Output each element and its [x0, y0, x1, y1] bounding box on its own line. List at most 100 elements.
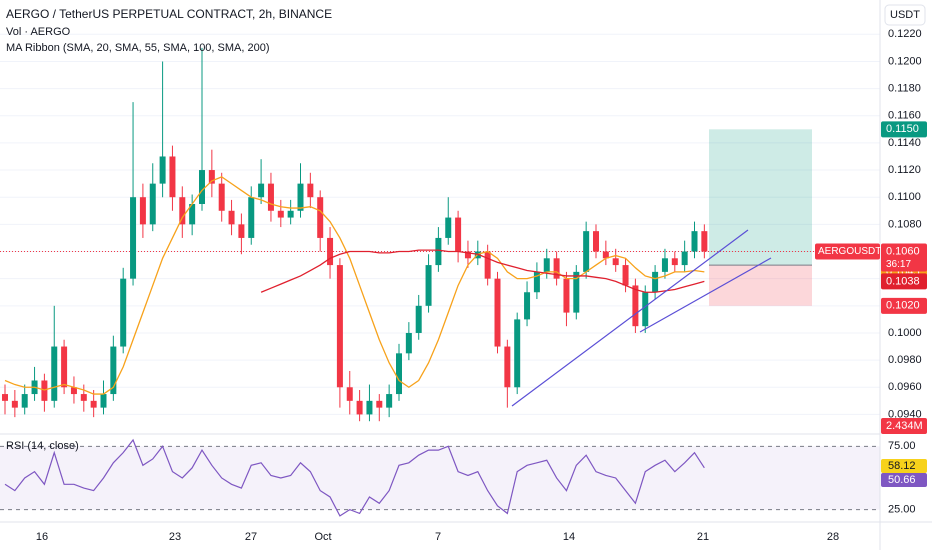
volume-badge — [881, 418, 927, 434]
x-tick-label: 23 — [169, 531, 181, 543]
x-tick-label: Oct — [314, 531, 331, 543]
candle-body — [159, 156, 166, 184]
symbol-badge — [815, 243, 880, 260]
target-zone — [709, 129, 812, 266]
y-tick-label: 0.1100 — [888, 191, 921, 203]
candle-body — [504, 346, 511, 388]
candle-body — [287, 210, 294, 218]
chart-title: AERGO / TetherUS PERPETUAL CONTRACT, 2h,… — [6, 7, 332, 21]
trend-line — [511, 229, 749, 407]
currency[interactable]: USDT — [890, 9, 920, 21]
candle-body — [701, 231, 708, 252]
candle-body — [563, 278, 570, 313]
candle-body — [110, 346, 117, 395]
candle-body — [90, 400, 97, 408]
currency-button[interactable] — [884, 4, 926, 26]
candle-body — [228, 210, 235, 225]
candle-body — [41, 380, 48, 401]
candle-body — [612, 258, 619, 266]
rsi-tick-label: 75.00 — [888, 440, 916, 452]
x-tick-label: 28 — [827, 531, 839, 543]
candle-body — [238, 224, 245, 238]
candle-body — [622, 265, 629, 286]
moving-average — [4, 176, 705, 395]
stop-zone — [709, 265, 812, 306]
candle-body — [179, 197, 186, 225]
y-tick-label: 0.1220 — [888, 28, 922, 40]
rsi-legend: RSI (14, close) — [6, 440, 79, 452]
moving-average — [260, 249, 705, 293]
candle-body — [277, 210, 284, 218]
price-badge-label: 0.1020 — [886, 300, 920, 312]
candle-body — [199, 170, 205, 204]
candle-body — [139, 197, 146, 225]
candle-body — [553, 258, 560, 279]
candle-body — [652, 271, 659, 293]
y-tick-label: 0.1080 — [888, 218, 922, 230]
rsi-badge-label: 50.66 — [888, 474, 916, 486]
x-tick-label: 7 — [435, 531, 441, 543]
candle-body — [533, 271, 540, 293]
x-tick-label: 27 — [245, 531, 257, 543]
candle-body — [464, 251, 471, 259]
candle-body — [248, 197, 255, 238]
grid: 0.1220 0.1200 0.1180 0.1160 0.1140 0.1120 0.11… — [0, 28, 922, 516]
candle-body — [376, 400, 383, 408]
price-badge-label: 0.1150 — [886, 123, 919, 135]
candle-body — [297, 183, 304, 211]
y-tick-label: 0.1200 — [888, 55, 922, 67]
candle-body — [346, 387, 353, 401]
candle-body — [120, 278, 127, 347]
candle-body — [435, 237, 442, 266]
candle-body — [524, 292, 531, 320]
candle-body — [455, 217, 462, 252]
x-tick-label: 16 — [36, 531, 48, 543]
candle-body — [494, 278, 501, 347]
candle-body — [573, 271, 580, 313]
candle-body — [602, 251, 609, 259]
candle-body — [327, 237, 334, 266]
trend-line — [639, 257, 772, 333]
rsi-band — [0, 446, 880, 510]
rsi-badge-label: 58.12 — [888, 460, 916, 472]
candle-body — [386, 394, 393, 408]
y-tick-label: 0.1180 — [888, 83, 921, 95]
candle-body — [514, 319, 521, 388]
candle-body — [130, 197, 137, 279]
candle-body — [51, 346, 58, 401]
candle-body — [691, 231, 698, 252]
volume-badge-label: 2.434M — [886, 420, 923, 432]
y-tick-label: 0.1160 — [888, 110, 921, 122]
candle-body — [169, 156, 176, 198]
y-tick-label: 0.0980 — [888, 354, 922, 366]
candle-body — [11, 400, 18, 408]
candle-body — [317, 197, 324, 238]
candle-body — [632, 285, 639, 327]
y-tick-label: 0.0960 — [888, 381, 922, 393]
candle-body — [681, 251, 688, 266]
candle-body — [61, 346, 68, 388]
candle-body — [425, 265, 432, 306]
candle-body — [405, 332, 412, 354]
ma-legend: MA Ribbon (SMA, 20, SMA, 55, SMA, 100, S… — [6, 42, 270, 54]
last-price-label: 0.1060 — [886, 245, 920, 257]
candle-body — [307, 183, 314, 198]
candle-body — [543, 258, 550, 272]
candle-body — [208, 170, 215, 184]
candle-body — [21, 394, 28, 408]
candle-body — [336, 265, 343, 388]
price-badge — [881, 121, 927, 138]
y-tick-label: 0.1140 — [888, 137, 921, 149]
symbol-badge-label: AERGOUSDT.P — [818, 246, 890, 257]
candle-body — [642, 292, 649, 327]
last-price-badge — [881, 243, 927, 272]
volume-legend: Vol · AERGO — [6, 26, 71, 38]
price-badge-label: 0.1038 — [886, 275, 920, 287]
candle-body — [267, 183, 274, 211]
candle-body — [671, 258, 678, 266]
candle-body — [70, 387, 77, 395]
countdown: 36:17 — [886, 259, 911, 270]
candle-body — [396, 353, 402, 395]
candle-body — [445, 217, 452, 238]
